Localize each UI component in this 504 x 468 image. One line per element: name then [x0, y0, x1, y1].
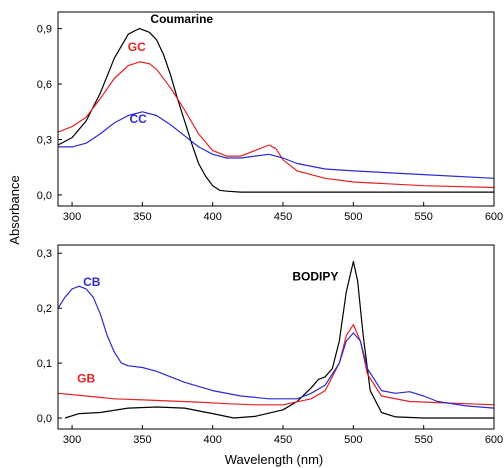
series-line-cb	[58, 285, 494, 409]
y-axis-title: Absorbance	[7, 175, 22, 244]
series-line-gb	[58, 324, 494, 406]
series-label-coumarine: Coumarine	[150, 12, 213, 26]
panel-2: 300 350 400 450 500 550 600 0,0 0,1 0,2 0,3 CB BODIP…	[37, 244, 503, 446]
plot-frame	[57, 11, 495, 207]
x-tick-label: 500	[344, 434, 362, 446]
y-tick-label: 0,3	[37, 134, 52, 146]
y-tick-label: 0,0	[37, 190, 52, 202]
x-tick-label: 600	[485, 211, 503, 223]
x-tick-label: 600	[485, 434, 503, 446]
x-tick-label: 450	[274, 434, 292, 446]
panel-1: 300 350 400 450 500 550 600 0,0 0,3 0,6 0,9 Coumari…	[37, 11, 503, 223]
x-tick-label: 500	[344, 211, 362, 223]
series-label-cc: CC	[129, 112, 147, 126]
series-line-coumarine	[58, 28, 494, 193]
series-line-gc	[58, 61, 494, 189]
x-axis-title: Wavelength (nm)	[225, 452, 324, 467]
x-tick-label: 450	[274, 211, 292, 223]
x-tick-label: 350	[133, 434, 151, 446]
x-tick-label: 400	[204, 434, 222, 446]
x-tick-label: 300	[63, 211, 81, 223]
y-tick-label: 0,2	[37, 303, 52, 315]
plot-frame	[57, 244, 495, 430]
y-tick-label: 0,0	[37, 413, 52, 425]
x-tick-label: 550	[414, 211, 432, 223]
y-tick-label: 0,1	[37, 358, 52, 370]
y-tick-label: 0,9	[37, 24, 52, 36]
x-tick-label: 350	[133, 211, 151, 223]
x-tick-label: 400	[204, 211, 222, 223]
series-line-cc	[58, 111, 494, 179]
series-label-gb: GB	[77, 371, 95, 385]
series-label-gc: GC	[128, 40, 146, 54]
series-label-cb: CB	[83, 275, 101, 289]
y-tick-label: 0,6	[37, 79, 52, 91]
series-label-bodipy: BODIPY	[292, 270, 338, 284]
x-tick-label: 300	[63, 434, 81, 446]
series-line-bodipy	[64, 260, 494, 419]
y-tick-label: 0,3	[37, 248, 52, 260]
x-tick-label: 550	[414, 434, 432, 446]
